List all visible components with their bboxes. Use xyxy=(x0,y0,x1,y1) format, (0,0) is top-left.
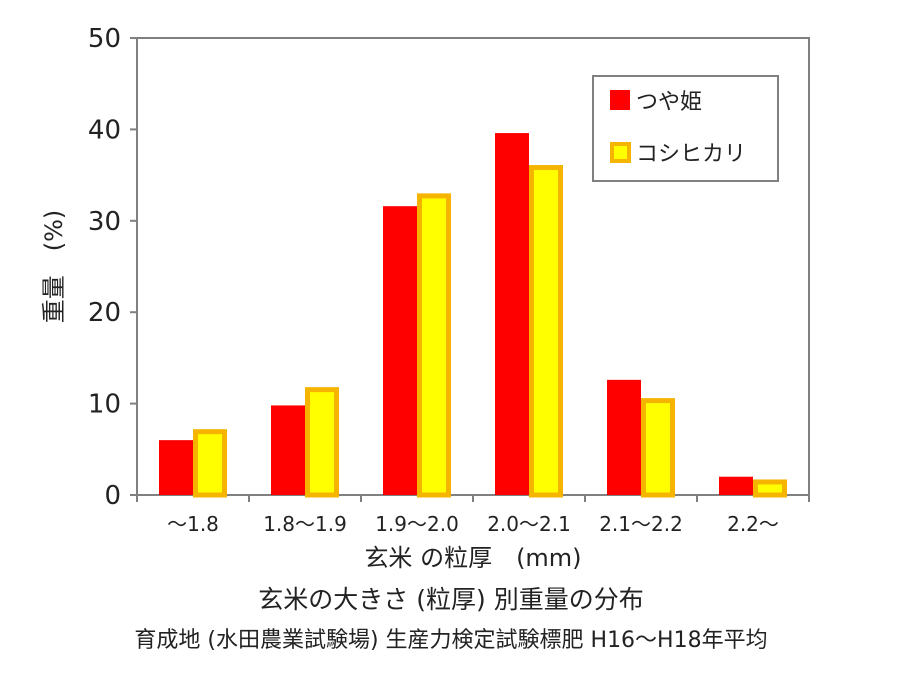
figure-caption-title: 玄米の大きさ (粒厚) 別重量の分布 xyxy=(258,585,644,614)
bar-tsuyahime xyxy=(271,405,305,495)
y-axis-title: 重量 (%) xyxy=(40,210,68,324)
bar-tsuyahime xyxy=(719,476,753,495)
y-tick-label: 0 xyxy=(104,481,121,511)
figure-caption-subtitle: 育成地 (水田農業試験場) 生産力検定試験標肥 H16～H18年平均 xyxy=(134,628,768,653)
bar-koshihikari xyxy=(193,429,227,498)
y-tick-label: 40 xyxy=(88,115,121,145)
y-tick-label: 50 xyxy=(88,24,121,54)
x-tick-label: 1.9～2.0 xyxy=(375,512,459,536)
y-tick-label: 20 xyxy=(88,298,121,328)
bar-tsuyahime xyxy=(159,440,193,495)
bar-tsuyahime xyxy=(607,379,641,495)
legend-swatch-koshihikari xyxy=(610,142,631,163)
bar-tsuyahime xyxy=(495,133,529,495)
x-tick-label: 2.1～2.2 xyxy=(599,512,683,536)
legend-label-koshihikari: コシヒカリ xyxy=(636,142,746,167)
bar-koshihikari xyxy=(305,387,339,498)
x-tick-label: 2.2～ xyxy=(727,512,779,536)
legend-swatch-tsuyahime xyxy=(610,90,630,110)
y-tick-label: 10 xyxy=(88,390,121,420)
bar-tsuyahime xyxy=(383,206,417,495)
bar-koshihikari xyxy=(641,398,675,498)
x-tick-label: ～1.8 xyxy=(167,512,219,536)
bar-koshihikari xyxy=(529,165,563,498)
y-tick-label: 30 xyxy=(88,207,121,237)
legend-label-tsuyahime: つや姫 xyxy=(636,90,702,115)
bar-koshihikari xyxy=(417,193,451,498)
x-tick-label: 1.8～1.9 xyxy=(263,512,347,536)
bar-koshihikari xyxy=(753,479,787,498)
x-tick-label: 2.0～2.1 xyxy=(487,512,571,536)
x-axis-title: 玄米 の粒厚 (mm) xyxy=(364,544,581,572)
